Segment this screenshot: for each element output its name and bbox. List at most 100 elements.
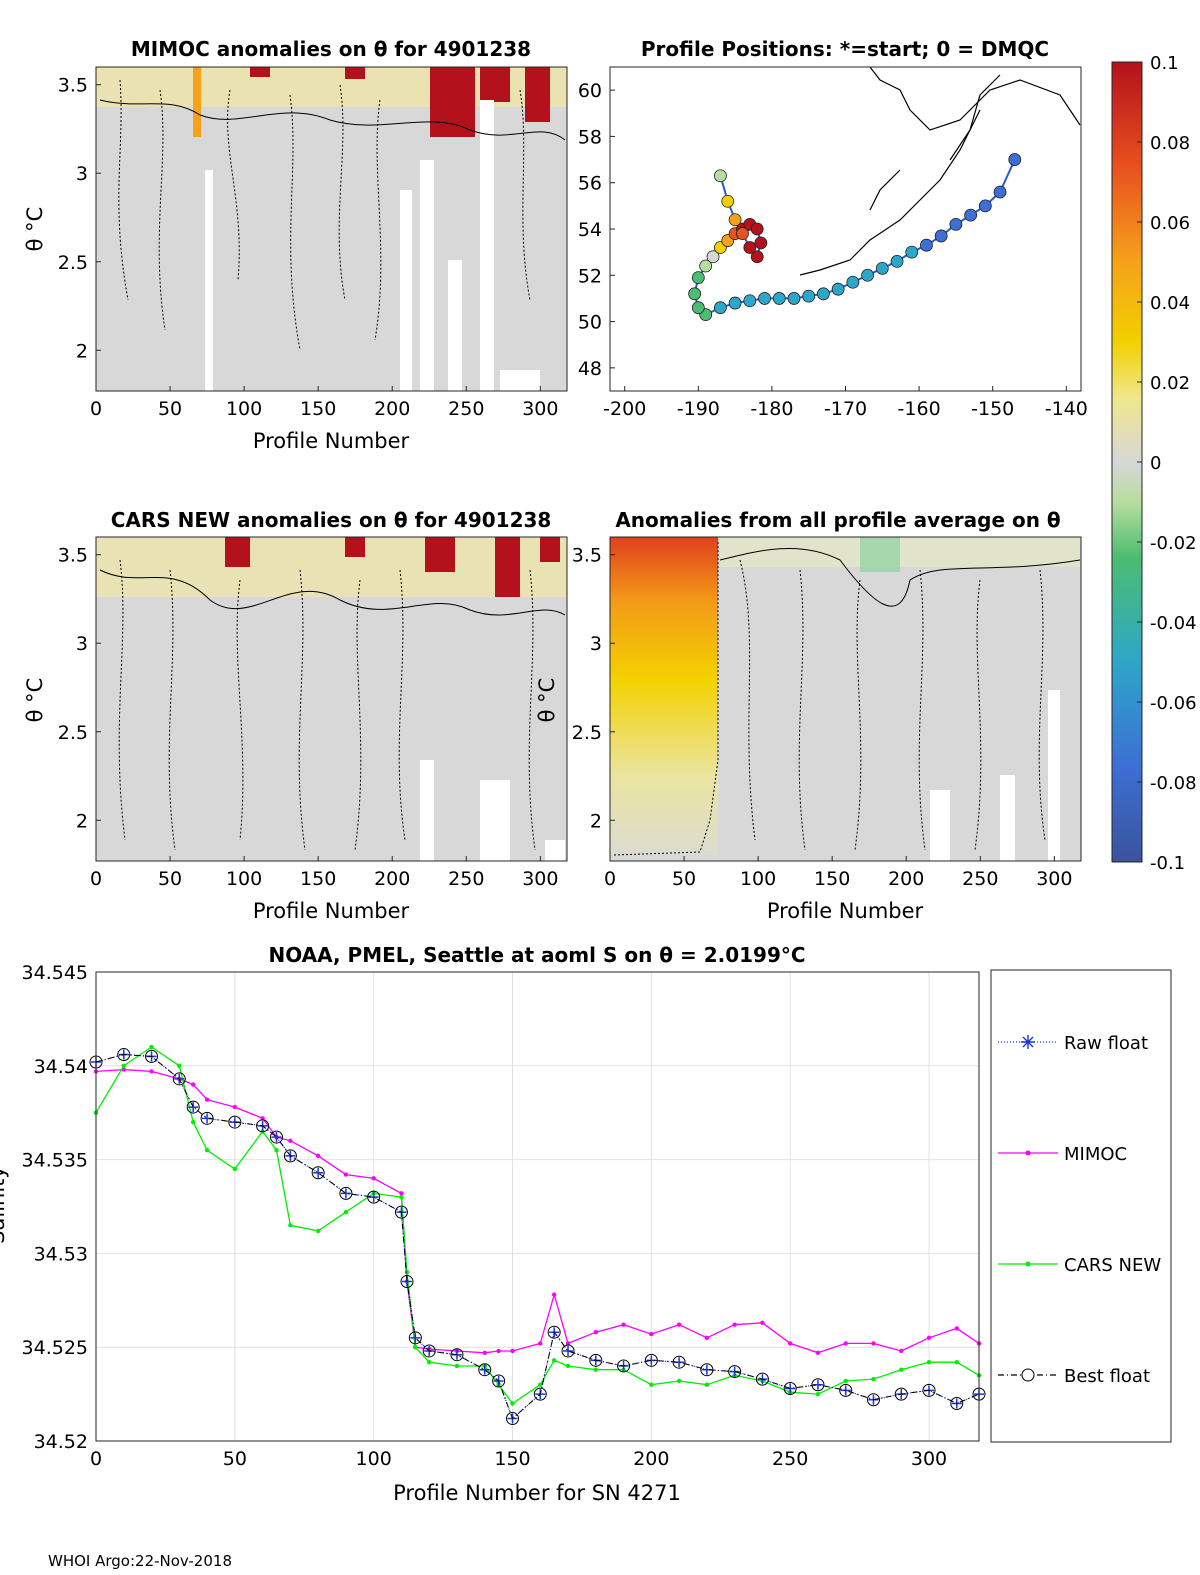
series-point xyxy=(954,1360,959,1365)
series-point xyxy=(228,1115,242,1129)
y-tick-label: 34.535 xyxy=(22,1150,88,1172)
x-tick-label: 50 xyxy=(158,868,182,890)
track-point xyxy=(787,292,801,305)
series-point xyxy=(672,1355,686,1369)
series-point xyxy=(274,1148,279,1153)
mimoc-warm-streak xyxy=(193,67,201,137)
x-tick-label: 300 xyxy=(911,1448,947,1470)
legend-label: MIMOC xyxy=(1064,1144,1127,1165)
series-point xyxy=(454,1363,460,1369)
series-point xyxy=(899,1367,904,1372)
series-point xyxy=(315,1228,321,1234)
track-point xyxy=(688,287,702,301)
mimoc-title: MIMOC anomalies on θ for 4901238 xyxy=(131,37,531,61)
series-point xyxy=(676,1322,682,1327)
x-tick-label: 300 xyxy=(1036,868,1072,890)
track-point xyxy=(754,236,768,250)
y-tick-label: 2 xyxy=(76,810,88,832)
y-tick-label: 34.53 xyxy=(34,1243,88,1265)
x-tick-label: -170 xyxy=(824,398,867,420)
x-tick-label: 200 xyxy=(374,398,410,420)
allprof-contour-solid xyxy=(719,547,1081,607)
track-point xyxy=(736,227,749,241)
series-point xyxy=(899,1348,904,1354)
series-point xyxy=(649,1382,654,1387)
map-xticks: -200 -190 -180 -170 -160 -150 -140 xyxy=(603,386,1088,420)
colorbar-tick-label: 0.06 xyxy=(1150,213,1190,234)
track-point xyxy=(846,275,860,289)
series-point xyxy=(563,1345,574,1356)
series-point xyxy=(866,1393,880,1407)
cars-hot-patch xyxy=(425,537,455,572)
series-point xyxy=(394,1205,408,1219)
track-line xyxy=(693,159,1016,316)
mimoc-panel: 0 50 100 150 200 250 300 2 2.5 3 3.5 MIMOC anomal… xyxy=(23,37,568,453)
map-panel: -200 -190 -180 -170 -160 -150 -140 48 50 52 54 56 5… xyxy=(578,37,1088,420)
footer-stamp: WHOI Argo:22-Nov-2018 xyxy=(48,1552,232,1570)
colorbar-tick-label: 0.04 xyxy=(1150,293,1190,314)
series-point xyxy=(704,1382,710,1387)
series-point xyxy=(871,1341,876,1346)
y-tick-label: 3.5 xyxy=(572,545,602,567)
series-point xyxy=(843,1341,848,1346)
x-tick-label: 100 xyxy=(226,868,262,890)
legend-items: Raw float MIMOC CARS NEW Best float xyxy=(998,1033,1161,1387)
series-point xyxy=(510,1401,515,1406)
series-point xyxy=(755,1372,769,1386)
x-tick-label: 0 xyxy=(90,868,102,890)
legend-marker xyxy=(1025,1261,1031,1267)
series-point xyxy=(117,1048,131,1062)
series-point xyxy=(371,1176,376,1181)
x-tick-label: 0 xyxy=(90,1448,102,1470)
cars-gap xyxy=(480,780,510,861)
track-point xyxy=(750,222,764,236)
series-point xyxy=(399,1191,404,1196)
mimoc-hot-patch xyxy=(430,67,475,137)
allprof-yticks: 2 2.5 3 3.5 xyxy=(572,545,615,832)
series-point xyxy=(232,1166,238,1172)
salinity-chart: 0 50 100 150 200 250 300 34.52 34.525 34.53 34.53… xyxy=(0,943,1172,1505)
mimoc-contour-solid xyxy=(99,99,566,141)
mimoc-xticks: 0 50 100 150 200 250 300 xyxy=(90,386,558,420)
mimoc-gap xyxy=(480,100,494,391)
series-point xyxy=(617,1359,631,1373)
cars-gap xyxy=(545,840,565,861)
x-tick-label: 200 xyxy=(888,868,924,890)
chart-ylabel: Salinity xyxy=(0,1166,9,1244)
mimoc-field xyxy=(96,67,567,391)
series-point xyxy=(149,1044,154,1050)
series-point xyxy=(413,1345,418,1350)
x-tick-label: 150 xyxy=(814,868,850,890)
series-point xyxy=(410,1332,421,1343)
allprof-gap xyxy=(1000,775,1015,861)
mimoc-gap xyxy=(420,160,434,391)
series-point xyxy=(551,1292,557,1297)
track-point xyxy=(728,296,742,310)
track-point xyxy=(964,208,978,222)
cars-hot-patch xyxy=(540,537,560,562)
series-point xyxy=(811,1378,825,1392)
allprof-cool-patch xyxy=(860,537,900,572)
series-point xyxy=(399,1194,404,1200)
series-point xyxy=(506,1411,520,1425)
colorbar-tick-label: 0.1 xyxy=(1150,53,1179,74)
series-point xyxy=(450,1348,464,1362)
legend-marker xyxy=(1025,1150,1031,1156)
x-tick-label: -200 xyxy=(603,398,646,420)
series-point xyxy=(404,1269,410,1275)
y-tick-label: 52 xyxy=(578,265,602,287)
series-point xyxy=(621,1322,626,1327)
colorbar-tick-label: -0.06 xyxy=(1150,693,1197,714)
track-point xyxy=(743,241,757,254)
x-tick-label: 200 xyxy=(633,1448,669,1470)
series-point xyxy=(283,1149,297,1163)
x-tick-label: 0 xyxy=(604,868,616,890)
track-point xyxy=(905,245,919,259)
coastline xyxy=(799,66,1081,276)
series-point xyxy=(427,1360,432,1365)
colorbar: 0.1 0.08 0.06 0.04 0.02 0 -0.02 -0.04 -0.06 -0.08… xyxy=(1111,53,1197,874)
series-point xyxy=(204,1148,210,1153)
mimoc-yticks: 2 2.5 3 3.5 xyxy=(58,75,101,362)
series-point xyxy=(700,1363,714,1377)
x-tick-label: -150 xyxy=(971,398,1014,420)
